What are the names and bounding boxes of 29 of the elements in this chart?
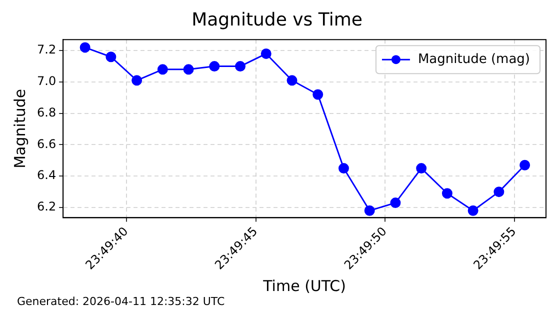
legend-label: Magnitude (mag) (418, 52, 530, 67)
point (183, 64, 194, 75)
point (106, 52, 116, 62)
text: Generated: 2026-04-11 12:35:32 UTC (17, 295, 226, 308)
chart-title: Magnitude vs Time (192, 9, 362, 30)
y-tick-label: 6.6 (36, 136, 56, 151)
point (442, 188, 452, 199)
point (80, 42, 90, 53)
y-tick-label: 7.2 (36, 42, 56, 57)
point (338, 163, 349, 174)
point (157, 64, 168, 75)
y-tick-label: 6.8 (36, 105, 56, 120)
point (468, 205, 478, 216)
point (312, 89, 324, 100)
point (390, 198, 401, 208)
y-tick-label: 7.0 (36, 74, 56, 88)
y-tick-label: 6.4 (36, 168, 56, 182)
point (260, 48, 272, 59)
point (286, 75, 298, 86)
point (132, 75, 142, 86)
point (364, 205, 375, 216)
y-axis-title: Magnitude (10, 88, 29, 168)
point (520, 160, 530, 170)
point (235, 61, 246, 72)
point (416, 163, 427, 174)
point (494, 186, 504, 198)
point (209, 61, 220, 72)
x-axis-title: Time (UTC) (262, 276, 346, 295)
y-tick-label: 6.2 (36, 200, 56, 214)
